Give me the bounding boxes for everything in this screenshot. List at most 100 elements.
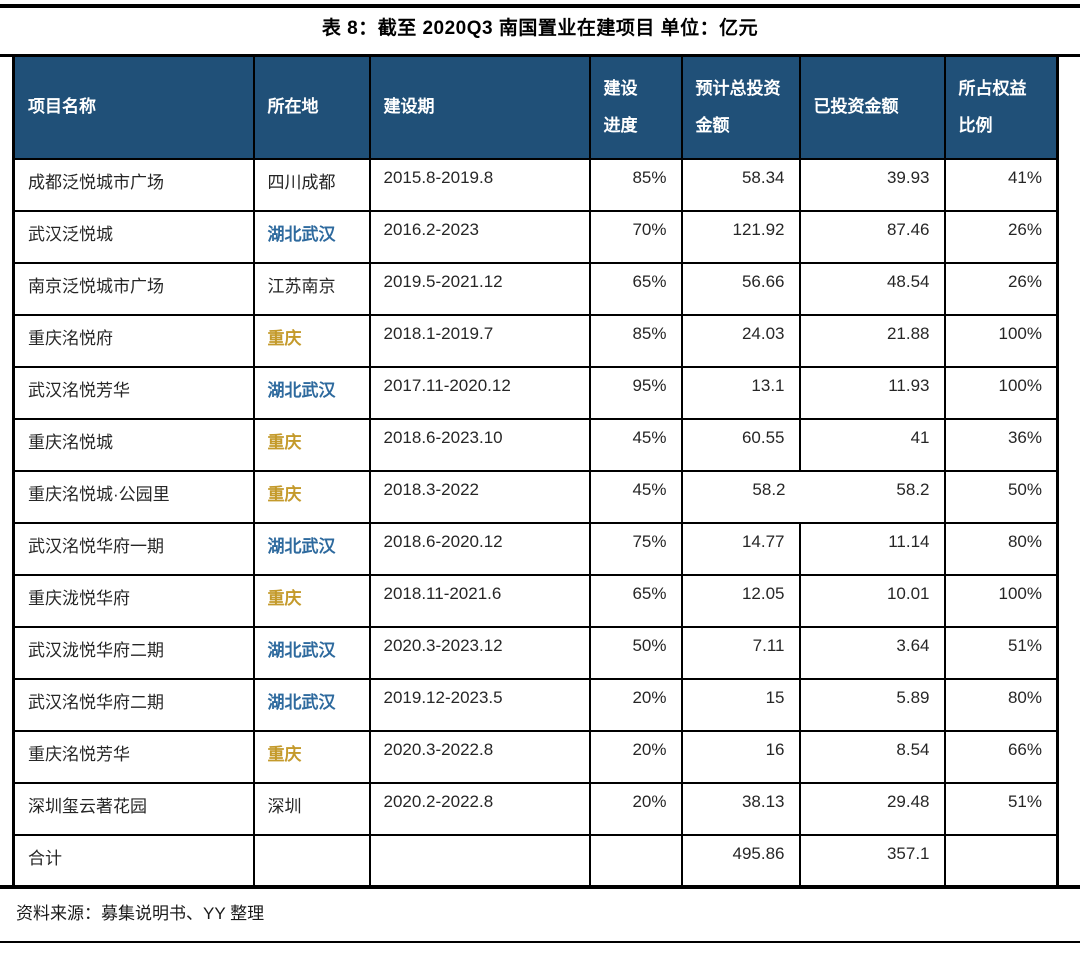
cell-invested: 29.48 (798, 782, 946, 836)
cell-total-investment: 56.66 (680, 262, 801, 316)
cell-invested: 39.93 (798, 158, 946, 212)
cell-location: 江苏南京 (252, 262, 371, 316)
cell-equity-ratio: 51% (943, 782, 1059, 836)
cell-total-investment: 12.05 (680, 574, 801, 628)
cell-equity-ratio (943, 834, 1059, 888)
cell-total-investment: 121.92 (680, 210, 801, 264)
cell-location: 重庆 (252, 418, 371, 472)
cell-progress: 70% (588, 210, 683, 264)
cell-project-name: 重庆洺悦府 (12, 314, 255, 368)
cell-period: 2019.12-2023.5 (368, 678, 591, 732)
cell-project-name: 武汉洺悦华府一期 (12, 522, 255, 576)
cell-invested: 3.64 (798, 626, 946, 680)
cell-project-name: 深圳玺云著花园 (12, 782, 255, 836)
cell-location: 重庆 (252, 730, 371, 784)
cell-progress (588, 834, 683, 888)
cell-equity-ratio: 50% (943, 470, 1059, 524)
cell-period: 2015.8-2019.8 (368, 158, 591, 212)
cell-project-name: 重庆洺悦城·公园里 (12, 470, 255, 524)
cell-equity-ratio: 26% (943, 262, 1059, 316)
cell-invested: 11.93 (798, 366, 946, 420)
cell-location (252, 834, 371, 888)
page-title: 表 8：截至 2020Q3 南国置业在建项目 单位：亿元 (321, 18, 759, 39)
cell-progress: 45% (588, 418, 683, 472)
table-row: 重庆泷悦华府 重庆 2018.11-2021.6 65% 12.05 10.01… (12, 574, 1059, 628)
table-row: 武汉泷悦华府二期 湖北武汉 2020.3-2023.12 50% 7.11 3.… (12, 626, 1059, 680)
cell-location: 湖北武汉 (252, 678, 371, 732)
table-bottom-rule (0, 885, 1080, 889)
cell-total-investment: 15 (680, 678, 801, 732)
cell-equity-ratio: 100% (943, 366, 1059, 420)
cell-period: 2020.3-2022.8 (368, 730, 591, 784)
cell-project-name: 重庆泷悦华府 (12, 574, 255, 628)
cell-period (368, 834, 591, 888)
cell-invested: 357.1 (798, 834, 946, 888)
cell-progress: 50% (588, 626, 683, 680)
cell-invested: 41 (798, 418, 946, 472)
col-header-total-investment: 预计总投资 金额 (680, 57, 801, 160)
page-bottom-rule (0, 941, 1080, 943)
cell-invested: 11.14 (798, 522, 946, 576)
cell-project-name: 成都泛悦城市广场 (12, 158, 255, 212)
total-row: 合计 495.86 357.1 (12, 834, 1059, 888)
cell-project-name: 重庆洺悦芳华 (12, 730, 255, 784)
col-header-location: 所在地 (252, 57, 371, 160)
cell-location: 湖北武汉 (252, 210, 371, 264)
cell-total-investment: 24.03 (680, 314, 801, 368)
cell-period: 2018.3-2022 (368, 470, 591, 524)
cell-period: 2020.2-2022.8 (368, 782, 591, 836)
table-row: 深圳玺云著花园 深圳 2020.2-2022.8 20% 38.13 29.48… (12, 782, 1059, 836)
col-header-invested: 已投资金额 (798, 57, 946, 160)
cell-progress: 75% (588, 522, 683, 576)
cell-equity-ratio: 80% (943, 522, 1059, 576)
cell-progress: 95% (588, 366, 683, 420)
cell-total-investment: 58.34 (680, 158, 801, 212)
cell-invested: 87.46 (798, 210, 946, 264)
col-header-progress: 建设 进度 (588, 57, 683, 160)
cell-invested: 10.01 (798, 574, 946, 628)
cell-period: 2018.6-2023.10 (368, 418, 591, 472)
table-row: 武汉洺悦华府二期 湖北武汉 2019.12-2023.5 20% 15 5.89… (12, 678, 1059, 732)
cell-location: 湖北武汉 (252, 366, 371, 420)
cell-invested: 5.89 (798, 678, 946, 732)
cell-total-investment: 14.77 (680, 522, 801, 576)
cell-period: 2020.3-2023.12 (368, 626, 591, 680)
cell-total-investment: 7.11 (680, 626, 801, 680)
cell-invested: 21.88 (798, 314, 946, 368)
cell-project-name: 武汉洺悦华府二期 (12, 678, 255, 732)
cell-progress: 20% (588, 782, 683, 836)
projects-table: 项目名称 所在地 建设期 建设 进度 预计总投资 金额 已投资金额 所占权益 比… (12, 57, 1059, 888)
cell-location: 深圳 (252, 782, 371, 836)
top-rule (0, 4, 1080, 8)
cell-progress: 20% (588, 730, 683, 784)
cell-location: 重庆 (252, 574, 371, 628)
cell-progress: 85% (588, 158, 683, 212)
cell-project-name: 武汉泛悦城 (12, 210, 255, 264)
cell-period: 2019.5-2021.12 (368, 262, 591, 316)
source-note: 资料来源：募集说明书、YY 整理 (16, 904, 265, 923)
header-row: 项目名称 所在地 建设期 建设 进度 预计总投资 金额 已投资金额 所占权益 比… (12, 57, 1059, 160)
table-row: 武汉泛悦城 湖北武汉 2016.2-2023 70% 121.92 87.46 … (12, 210, 1059, 264)
table-row: 成都泛悦城市广场 四川成都 2015.8-2019.8 85% 58.34 39… (12, 158, 1059, 212)
cell-equity-ratio: 80% (943, 678, 1059, 732)
col-header-equity-ratio: 所占权益 比例 (943, 57, 1059, 160)
cell-equity-ratio: 100% (943, 574, 1059, 628)
cell-total-investment: 495.86 (680, 834, 801, 888)
cell-equity-ratio: 66% (943, 730, 1059, 784)
table-row: 重庆洺悦府 重庆 2018.1-2019.7 85% 24.03 21.88 1… (12, 314, 1059, 368)
cell-period: 2018.1-2019.7 (368, 314, 591, 368)
cell-progress: 65% (588, 574, 683, 628)
cell-location: 重庆 (252, 470, 371, 524)
cell-period: 2018.6-2020.12 (368, 522, 591, 576)
cell-period: 2016.2-2023 (368, 210, 591, 264)
col-header-period: 建设期 (368, 57, 591, 160)
cell-total-investment: 13.1 (680, 366, 801, 420)
cell-location: 湖北武汉 (252, 522, 371, 576)
cell-total-investment: 60.55 (680, 418, 801, 472)
table-row: 重庆洺悦芳华 重庆 2020.3-2022.8 20% 16 8.54 66% (12, 730, 1059, 784)
cell-equity-ratio: 26% (943, 210, 1059, 264)
cell-progress: 20% (588, 678, 683, 732)
cell-equity-ratio: 51% (943, 626, 1059, 680)
cell-location: 重庆 (252, 314, 371, 368)
table-row: 武汉洺悦华府一期 湖北武汉 2018.6-2020.12 75% 14.77 1… (12, 522, 1059, 576)
